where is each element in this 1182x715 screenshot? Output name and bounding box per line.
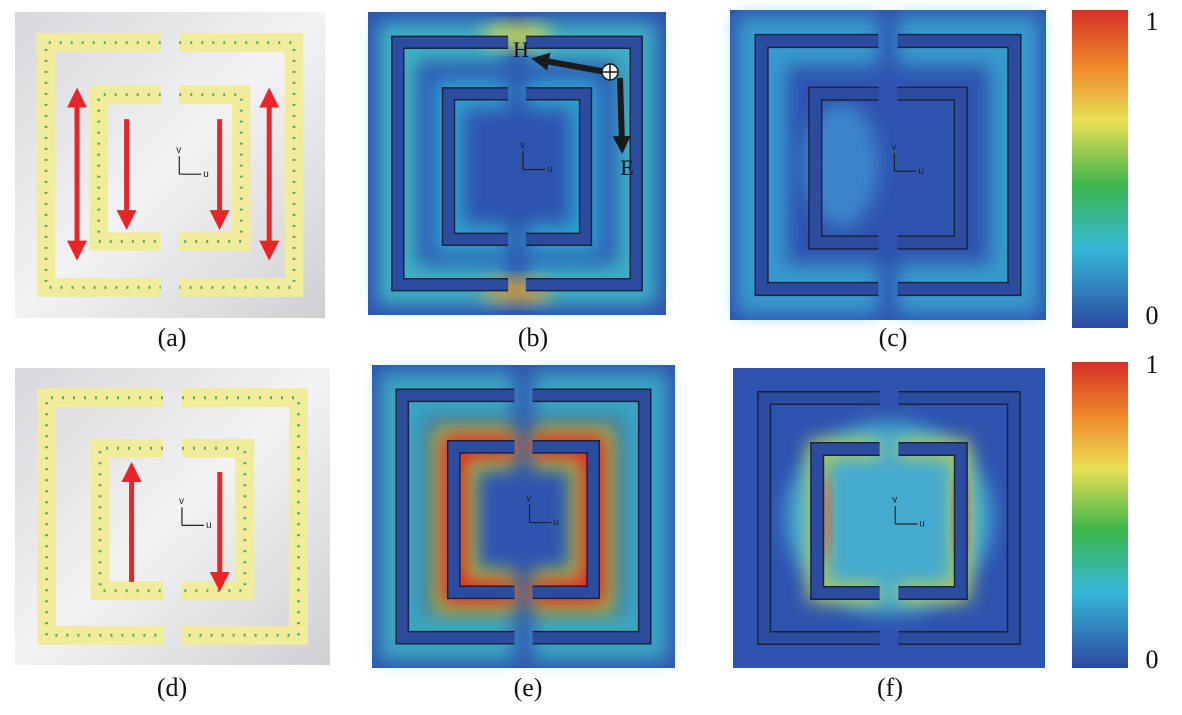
axis-u: u <box>206 520 212 531</box>
ring <box>89 85 161 251</box>
ring <box>36 33 161 297</box>
ring <box>179 33 304 297</box>
axis-glyph <box>894 506 918 525</box>
axis-u: u <box>554 517 560 528</box>
panel-bg <box>15 12 325 318</box>
ring-fill <box>755 35 879 295</box>
colorbar <box>1072 10 1128 328</box>
ring <box>179 85 251 251</box>
panel-label: (a) <box>158 323 187 352</box>
ring-fill <box>758 392 880 644</box>
current-panel: vu <box>15 12 325 318</box>
colorbar-min: 0 <box>1146 645 1159 674</box>
ring-fill <box>532 389 651 644</box>
colorbar-min: 0 <box>1146 301 1159 330</box>
field-glow <box>786 422 992 614</box>
axis-v: v <box>527 493 532 504</box>
panel-bg <box>15 368 330 665</box>
ring-fill <box>811 443 880 599</box>
colorbar-max: 1 <box>1146 7 1159 36</box>
panel-label: (e) <box>514 673 543 702</box>
field-panel: vu <box>368 12 666 315</box>
ring-fill <box>525 37 642 290</box>
axis-v: v <box>176 145 181 156</box>
panel-label: (d) <box>157 673 187 702</box>
panel-label: (b) <box>518 323 548 352</box>
ring-fill <box>809 88 879 249</box>
ring-fill <box>897 88 967 249</box>
axis-u: u <box>203 169 209 180</box>
ring-fill <box>898 392 1020 644</box>
ring <box>90 438 163 601</box>
axis-v: v <box>520 140 525 151</box>
ring-fill <box>898 443 967 599</box>
axis-glyph <box>522 151 545 171</box>
axis-glyph <box>178 156 202 175</box>
ring-fill <box>448 441 515 598</box>
colorbar <box>1072 362 1128 668</box>
ring <box>37 388 163 645</box>
e-label: E <box>620 155 633 180</box>
ring-fill <box>392 37 509 290</box>
axis-glyph <box>893 153 917 172</box>
field-direction: H E <box>513 37 634 180</box>
ring-fill <box>443 88 509 245</box>
ring-fill <box>396 389 515 644</box>
axis-u: u <box>918 166 924 177</box>
axis-glyph <box>181 507 204 527</box>
field-panel: vu <box>372 365 675 668</box>
field-panel: vu <box>733 368 1045 668</box>
panel-label: (c) <box>879 323 908 352</box>
axis-u: u <box>547 164 553 175</box>
field-panel: vu <box>730 10 1046 320</box>
axis-v: v <box>892 495 897 506</box>
current-panel: vu <box>15 368 330 665</box>
colorbar-max: 1 <box>1146 350 1159 379</box>
axis-glyph <box>528 504 552 524</box>
ring-fill <box>897 35 1021 295</box>
axis-v: v <box>891 142 896 153</box>
axis-u: u <box>919 519 925 530</box>
ring <box>182 388 308 645</box>
ring-fill <box>525 88 591 245</box>
axis-v: v <box>179 496 184 507</box>
ring-fill <box>532 441 599 598</box>
h-label: H <box>513 37 529 62</box>
panel-label: (f) <box>877 673 903 702</box>
